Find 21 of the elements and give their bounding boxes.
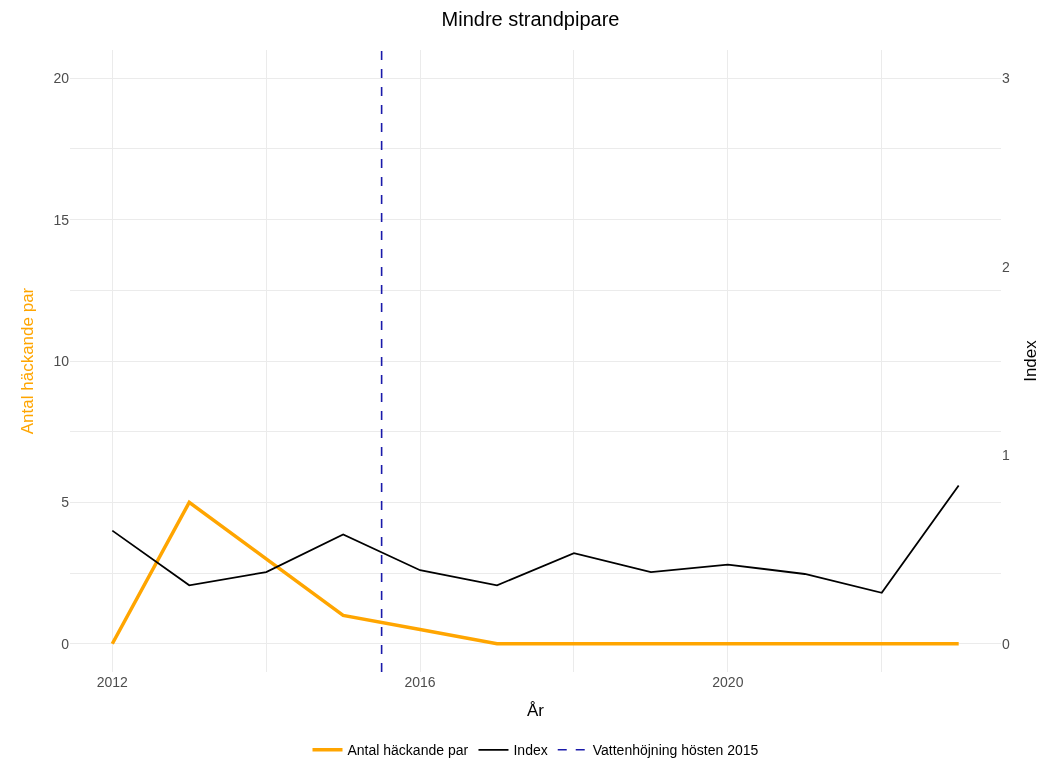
y-tick-label: 10 — [53, 352, 70, 369]
y2-tick-label: 3 — [1002, 70, 1010, 87]
line-series — [110, 500, 961, 646]
x-tick-label: 2020 — [712, 674, 744, 690]
x-tick-label: 2016 — [404, 674, 436, 690]
y-tick-label: 5 — [61, 494, 70, 511]
y2-axis-title: Index — [1021, 339, 1041, 382]
y2-tick-label: 1 — [1002, 447, 1010, 464]
legend-label: Antal häckande par — [347, 742, 469, 759]
y-tick-label: 0 — [61, 635, 70, 652]
chart-title: Mindre strandpipare — [441, 7, 620, 30]
y-tick-label: 15 — [53, 211, 70, 228]
y-tick-label: 20 — [53, 70, 70, 87]
y2-tick-label: 2 — [1002, 258, 1010, 275]
x-axis-title: År — [527, 701, 545, 721]
legend-label: Index — [513, 742, 548, 759]
line-series — [111, 484, 960, 594]
y-axis-title: Antal häckande par — [17, 287, 37, 435]
y2-tick-label: 0 — [1002, 635, 1010, 652]
legend-label: Vattenhöjning hösten 2015 — [592, 742, 759, 759]
x-tick-label: 2012 — [96, 674, 129, 690]
